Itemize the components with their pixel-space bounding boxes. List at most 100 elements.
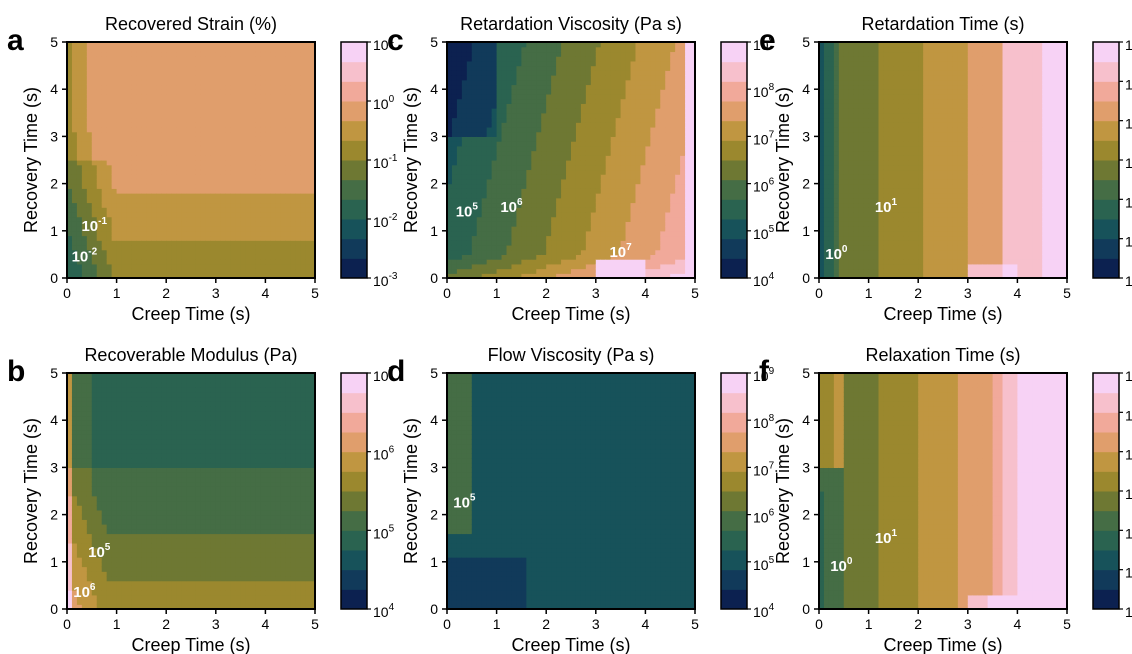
heatmap-cell — [265, 259, 271, 265]
heatmap-cell — [235, 491, 242, 497]
heatmap-cell — [275, 155, 281, 161]
heatmap-cell — [250, 457, 257, 464]
heatmap-cell — [181, 424, 187, 431]
heatmap-cell — [215, 221, 222, 227]
heatmap-cell — [255, 202, 262, 208]
heatmap-cell — [290, 254, 296, 260]
heatmap-cell — [295, 51, 301, 57]
heatmap-cell — [96, 126, 103, 133]
heatmap-cell — [141, 42, 147, 48]
heatmap-cell — [200, 122, 207, 128]
heatmap-cell — [215, 382, 222, 388]
heatmap-cell — [245, 448, 252, 454]
heatmap-cell — [161, 429, 167, 435]
heatmap-cell — [126, 263, 133, 270]
heatmap-cell — [101, 145, 108, 152]
heatmap-cell — [181, 476, 187, 483]
heatmap-cell — [245, 439, 252, 445]
heatmap-cell — [141, 575, 147, 582]
heatmap-cell — [131, 169, 138, 175]
heatmap-cell — [116, 391, 123, 398]
heatmap-cell — [181, 462, 187, 468]
heatmap-cell — [71, 387, 78, 393]
heatmap-cell — [176, 467, 182, 473]
heatmap-cell — [225, 420, 232, 426]
heatmap-cell — [146, 495, 152, 502]
heatmap-cell — [166, 174, 172, 180]
heatmap-cell — [91, 420, 98, 426]
heatmap-cell — [71, 216, 78, 222]
heatmap-cell — [156, 434, 162, 440]
heatmap-cell — [290, 486, 296, 492]
heatmap-cell — [141, 519, 147, 525]
heatmap-cell — [176, 604, 182, 609]
heatmap-cell — [146, 538, 152, 544]
heatmap-cell — [240, 211, 247, 218]
heatmap-cell — [225, 84, 232, 90]
heatmap-cell — [280, 481, 286, 487]
heatmap-cell — [166, 197, 172, 204]
heatmap-cell — [176, 443, 182, 450]
heatmap-cell — [195, 65, 202, 71]
heatmap-cell — [275, 542, 281, 549]
heatmap-cell — [71, 244, 78, 251]
heatmap-cell — [290, 117, 296, 123]
heatmap-cell — [240, 46, 247, 53]
heatmap-cell — [131, 443, 138, 450]
heatmap-cell — [255, 56, 262, 62]
heatmap-cell — [240, 131, 247, 137]
heatmap-cell — [305, 141, 311, 147]
heatmap-cell — [230, 188, 237, 194]
heatmap-cell — [181, 235, 187, 241]
heatmap-cell — [191, 84, 197, 90]
heatmap-cell — [215, 519, 222, 525]
heatmap-cell — [195, 505, 202, 511]
heatmap-cell — [250, 169, 257, 175]
heatmap-cell — [225, 117, 232, 123]
heatmap-cell — [176, 207, 182, 213]
heatmap-cell — [161, 263, 167, 270]
heatmap-cell — [161, 467, 167, 473]
heatmap-cell — [290, 505, 296, 511]
heatmap-cell — [305, 472, 311, 478]
heatmap-cell — [106, 448, 113, 454]
heatmap-cell — [245, 500, 252, 506]
heatmap-cell — [91, 117, 98, 123]
heatmap-cell — [240, 207, 247, 213]
heatmap-cell — [250, 594, 257, 601]
heatmap-cell — [156, 216, 162, 222]
heatmap-cell — [240, 453, 247, 459]
heatmap-cell — [200, 481, 207, 487]
heatmap-cell — [225, 273, 232, 278]
heatmap-cell — [171, 93, 177, 100]
heatmap-cell — [76, 585, 83, 591]
heatmap-cell — [275, 387, 281, 393]
heatmap-cell — [300, 268, 306, 274]
heatmap-cell — [186, 505, 192, 511]
heatmap-cell — [126, 117, 133, 123]
heatmap-cell — [141, 240, 147, 246]
heatmap-cell — [285, 268, 291, 274]
heatmap-cell — [191, 150, 197, 156]
heatmap-cell — [136, 216, 142, 222]
heatmap-cell — [200, 396, 207, 402]
heatmap-cell — [121, 244, 128, 251]
heatmap-cell — [245, 230, 252, 237]
heatmap-cell — [106, 552, 113, 558]
heatmap-cell — [260, 93, 266, 100]
panel-b: b Recoverable Modulus (Pa)0 1 2 3 4 5012345Cre… — [7, 345, 395, 654]
heatmap-cell — [67, 160, 73, 166]
heatmap-cell — [215, 524, 222, 530]
heatmap-cell — [67, 448, 73, 454]
heatmap-cell — [156, 108, 162, 114]
heatmap-cell — [285, 126, 291, 133]
heatmap-cell — [86, 481, 93, 487]
heatmap-cell — [121, 65, 128, 71]
heatmap-cell — [106, 424, 113, 431]
heatmap-cell — [101, 131, 108, 137]
heatmap-cell — [146, 472, 152, 478]
heatmap-cell — [131, 207, 138, 213]
heatmap-cell — [71, 178, 78, 185]
heatmap-cell — [151, 377, 157, 384]
heatmap-cell — [250, 401, 257, 407]
